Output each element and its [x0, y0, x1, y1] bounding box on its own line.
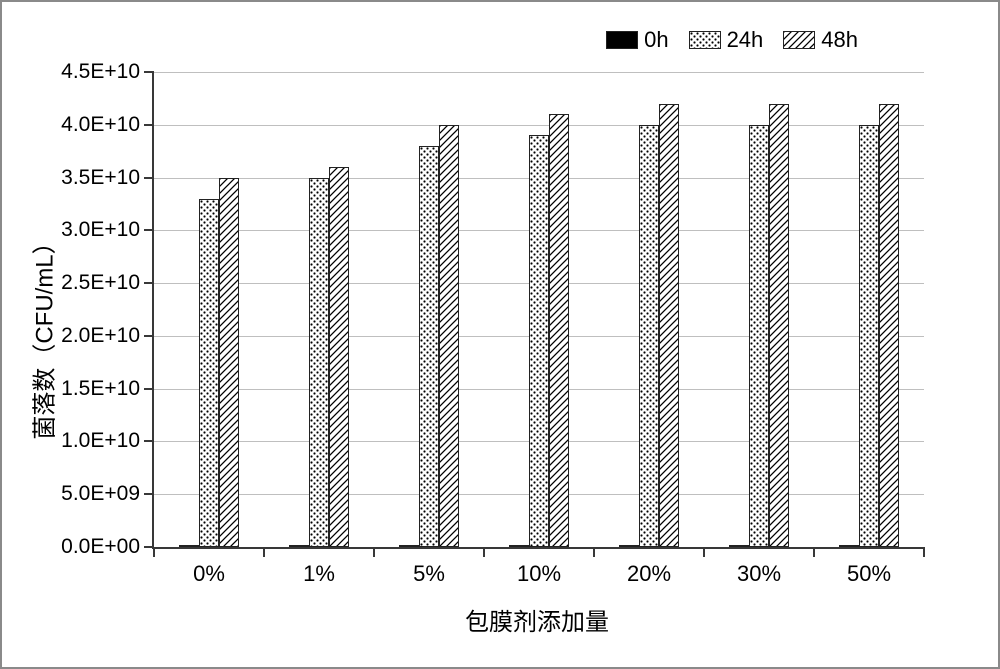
bar-group	[179, 178, 240, 547]
bar	[509, 545, 529, 547]
x-tick	[593, 547, 595, 557]
x-tick-label: 0%	[193, 561, 225, 587]
bar	[859, 125, 879, 547]
x-tick-label: 5%	[413, 561, 445, 587]
y-tick-label: 2.0E+10	[61, 324, 140, 348]
y-tick	[144, 282, 154, 284]
y-tick-label: 4.5E+10	[61, 60, 140, 84]
x-tick	[703, 547, 705, 557]
bar	[839, 545, 859, 547]
bar	[329, 167, 349, 547]
y-tick	[144, 388, 154, 390]
x-tick-label: 50%	[847, 561, 891, 587]
bar	[769, 104, 789, 547]
y-tick-label: 4.0E+10	[61, 113, 140, 137]
x-tick-label: 1%	[303, 561, 335, 587]
bar	[199, 199, 219, 547]
bar-group	[729, 104, 790, 547]
bar	[309, 178, 329, 547]
legend-swatch	[689, 31, 721, 49]
bar-group	[839, 104, 900, 547]
y-tick-label: 1.0E+10	[61, 429, 140, 453]
x-tick	[373, 547, 375, 557]
bar	[529, 135, 549, 547]
legend-swatch	[606, 31, 638, 49]
bar	[619, 545, 639, 547]
bar	[419, 146, 439, 547]
chart-container: 0h24h48h 0.0E+005.0E+091.0E+101.5E+102.0…	[0, 0, 1000, 669]
bar	[729, 545, 749, 547]
x-tick	[263, 547, 265, 557]
legend-item: 24h	[689, 27, 764, 53]
bar-group	[399, 125, 460, 547]
x-tick-label: 10%	[517, 561, 561, 587]
y-tick-label: 3.5E+10	[61, 166, 140, 190]
legend-label: 0h	[644, 27, 668, 53]
bar	[659, 104, 679, 547]
y-tick	[144, 124, 154, 126]
y-tick	[144, 71, 154, 73]
y-tick	[144, 440, 154, 442]
x-tick-label: 20%	[627, 561, 671, 587]
legend-item: 48h	[783, 27, 858, 53]
legend: 0h 24h 48h	[606, 27, 858, 53]
bar	[879, 104, 899, 547]
bar	[439, 125, 459, 547]
bar	[549, 114, 569, 547]
x-tick	[483, 547, 485, 557]
y-tick-label: 0.0E+00	[61, 535, 140, 559]
bar	[639, 125, 659, 547]
y-tick-label: 1.5E+10	[61, 377, 140, 401]
bar	[179, 545, 199, 547]
bar	[289, 545, 309, 547]
grid-line	[154, 72, 924, 73]
legend-swatch	[783, 31, 815, 49]
legend-label: 48h	[821, 27, 858, 53]
x-tick	[923, 547, 925, 557]
y-tick	[144, 493, 154, 495]
bar-group	[509, 114, 570, 547]
bar	[749, 125, 769, 547]
x-tick-label: 30%	[737, 561, 781, 587]
bar-group	[289, 167, 350, 547]
y-tick	[144, 335, 154, 337]
x-tick	[153, 547, 155, 557]
plot-area: 0.0E+005.0E+091.0E+101.5E+102.0E+102.5E+…	[152, 72, 924, 549]
y-axis-title: 菌落数（CFU/mL）	[25, 230, 60, 439]
y-tick	[144, 177, 154, 179]
bar	[219, 178, 239, 547]
y-tick-label: 2.5E+10	[61, 271, 140, 295]
bar-group	[619, 104, 680, 547]
x-tick	[813, 547, 815, 557]
legend-label: 24h	[727, 27, 764, 53]
legend-item: 0h	[606, 27, 668, 53]
bar	[399, 545, 419, 547]
y-tick-label: 3.0E+10	[61, 218, 140, 242]
y-tick-label: 5.0E+09	[61, 482, 140, 506]
y-tick	[144, 229, 154, 231]
x-axis-title: 包膜剂添加量	[465, 602, 609, 637]
